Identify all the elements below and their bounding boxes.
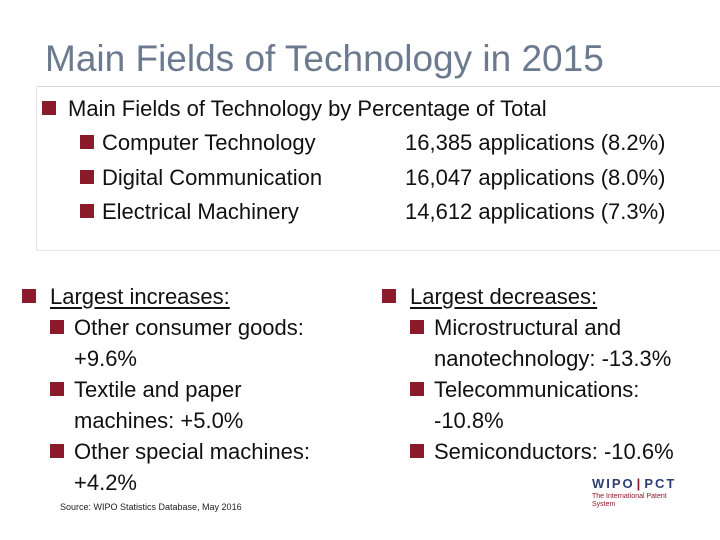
field-row-label: Computer Technology xyxy=(80,130,316,156)
list-item-text: Other special machines: +4.2% xyxy=(74,439,310,495)
square-bullet-icon xyxy=(80,170,94,184)
slide-title: Main Fields of Technology in 2015 xyxy=(45,38,604,79)
title-divider xyxy=(37,86,720,87)
logo-wordmark: WIPO | PCT xyxy=(592,476,680,491)
field-row-label: Electrical Machinery xyxy=(80,199,299,225)
list-item-text: Telecommunications: -10.8% xyxy=(434,377,640,433)
list-item: Textile and paper machines: +5.0% xyxy=(50,374,342,436)
wipo-pct-logo: WIPO | PCT The International Patent System xyxy=(592,476,680,510)
list-item: Telecommunications: -10.8% xyxy=(410,374,712,436)
list-item: Other consumer goods: +9.6% xyxy=(50,312,342,374)
square-bullet-icon xyxy=(50,444,64,458)
list-item: Microstructural and nanotechnology: -13.… xyxy=(410,312,712,374)
summary-box xyxy=(36,87,720,251)
square-bullet-icon xyxy=(22,289,36,303)
list-item: Other special machines: +4.2% xyxy=(50,436,342,498)
square-bullet-icon xyxy=(42,101,56,115)
field-value: 16,385 applications (8.2%) xyxy=(405,130,666,155)
field-name: Electrical Machinery xyxy=(102,199,299,224)
list-item: Semiconductors: -10.6% xyxy=(410,436,712,467)
field-row-label: Digital Communication xyxy=(80,165,322,191)
source-note: Source: WIPO Statistics Database, May 20… xyxy=(60,502,242,512)
logo-left-text: WIPO xyxy=(592,476,635,491)
square-bullet-icon xyxy=(80,204,94,218)
square-bullet-icon xyxy=(410,382,424,396)
field-name: Computer Technology xyxy=(102,130,316,155)
summary-heading: Main Fields of Technology by Percentage … xyxy=(68,96,547,121)
list-item-text: Semiconductors: -10.6% xyxy=(434,439,674,464)
increases-heading-row: Largest increases: xyxy=(22,281,342,312)
summary-heading-row: Main Fields of Technology by Percentage … xyxy=(42,96,547,122)
field-name: Digital Communication xyxy=(102,165,323,190)
increases-column: Largest increases: Other consumer goods:… xyxy=(22,281,342,498)
square-bullet-icon xyxy=(50,382,64,396)
square-bullet-icon xyxy=(410,444,424,458)
logo-tagline: The International Patent System xyxy=(592,493,667,508)
list-item-text: Microstructural and nanotechnology: -13.… xyxy=(434,315,672,371)
decreases-heading: Largest decreases: xyxy=(410,284,598,309)
increases-heading: Largest increases: xyxy=(50,284,230,309)
decreases-column: Largest decreases: Microstructural and n… xyxy=(382,281,712,467)
square-bullet-icon xyxy=(410,320,424,334)
square-bullet-icon xyxy=(80,135,94,149)
square-bullet-icon xyxy=(50,320,64,334)
square-bullet-icon xyxy=(382,289,396,303)
field-value: 16,047 applications (8.0%) xyxy=(405,165,666,190)
field-value: 14,612 applications (7.3%) xyxy=(405,199,666,224)
logo-right-text: PCT xyxy=(644,476,677,491)
list-item-text: Other consumer goods: +9.6% xyxy=(74,315,304,371)
logo-separator: | xyxy=(636,476,643,491)
list-item-text: Textile and paper machines: +5.0% xyxy=(74,377,244,433)
decreases-heading-row: Largest decreases: xyxy=(382,281,712,312)
